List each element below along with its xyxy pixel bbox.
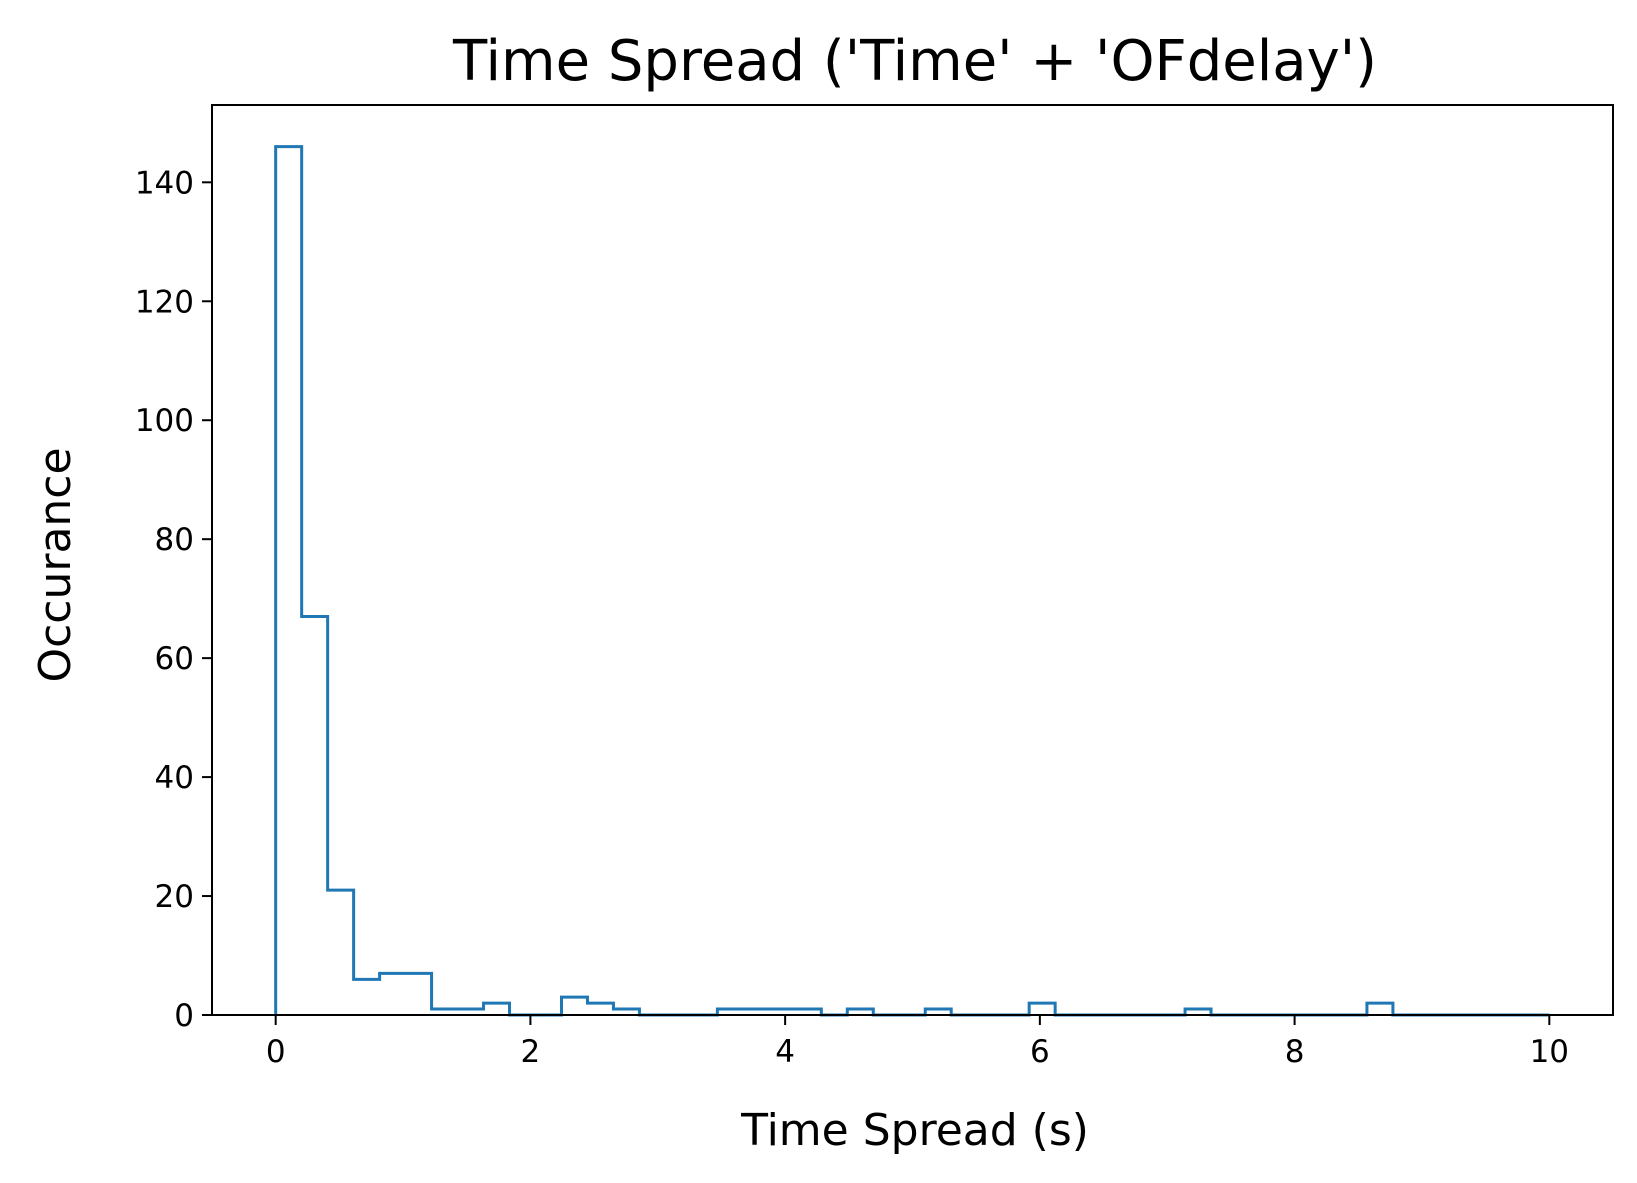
y-tick-label: 20: [155, 879, 194, 915]
chart-title: Time Spread ('Time' + 'OFdelay'): [452, 29, 1377, 94]
x-tick-label: 10: [1530, 1034, 1569, 1070]
x-tick-label: 4: [775, 1034, 795, 1070]
y-tick-label: 140: [135, 165, 194, 201]
y-tick-label: 60: [155, 641, 194, 677]
x-tick-label: 2: [521, 1034, 541, 1070]
y-axis: 0 20 40 60 80 100 120 140: [135, 165, 212, 1034]
x-axis-label: Time Spread (s): [740, 1105, 1089, 1156]
x-tick-label: 6: [1030, 1034, 1050, 1070]
plot-area: [274, 145, 1550, 1017]
x-tick-label: 0: [266, 1034, 286, 1070]
y-tick-label: 100: [135, 403, 194, 439]
y-tick-label: 80: [155, 522, 194, 558]
axes-frame: [211, 104, 1614, 1016]
y-tick-label: 0: [174, 998, 194, 1034]
histogram-step-line: [274, 145, 1550, 1017]
y-axis-label: Occurance: [30, 447, 81, 682]
y-tick-label: 120: [135, 284, 194, 320]
y-tick-label: 40: [155, 760, 194, 796]
x-axis: 0 2 4 6 8 10: [266, 1015, 1569, 1070]
x-tick-label: 8: [1285, 1034, 1305, 1070]
